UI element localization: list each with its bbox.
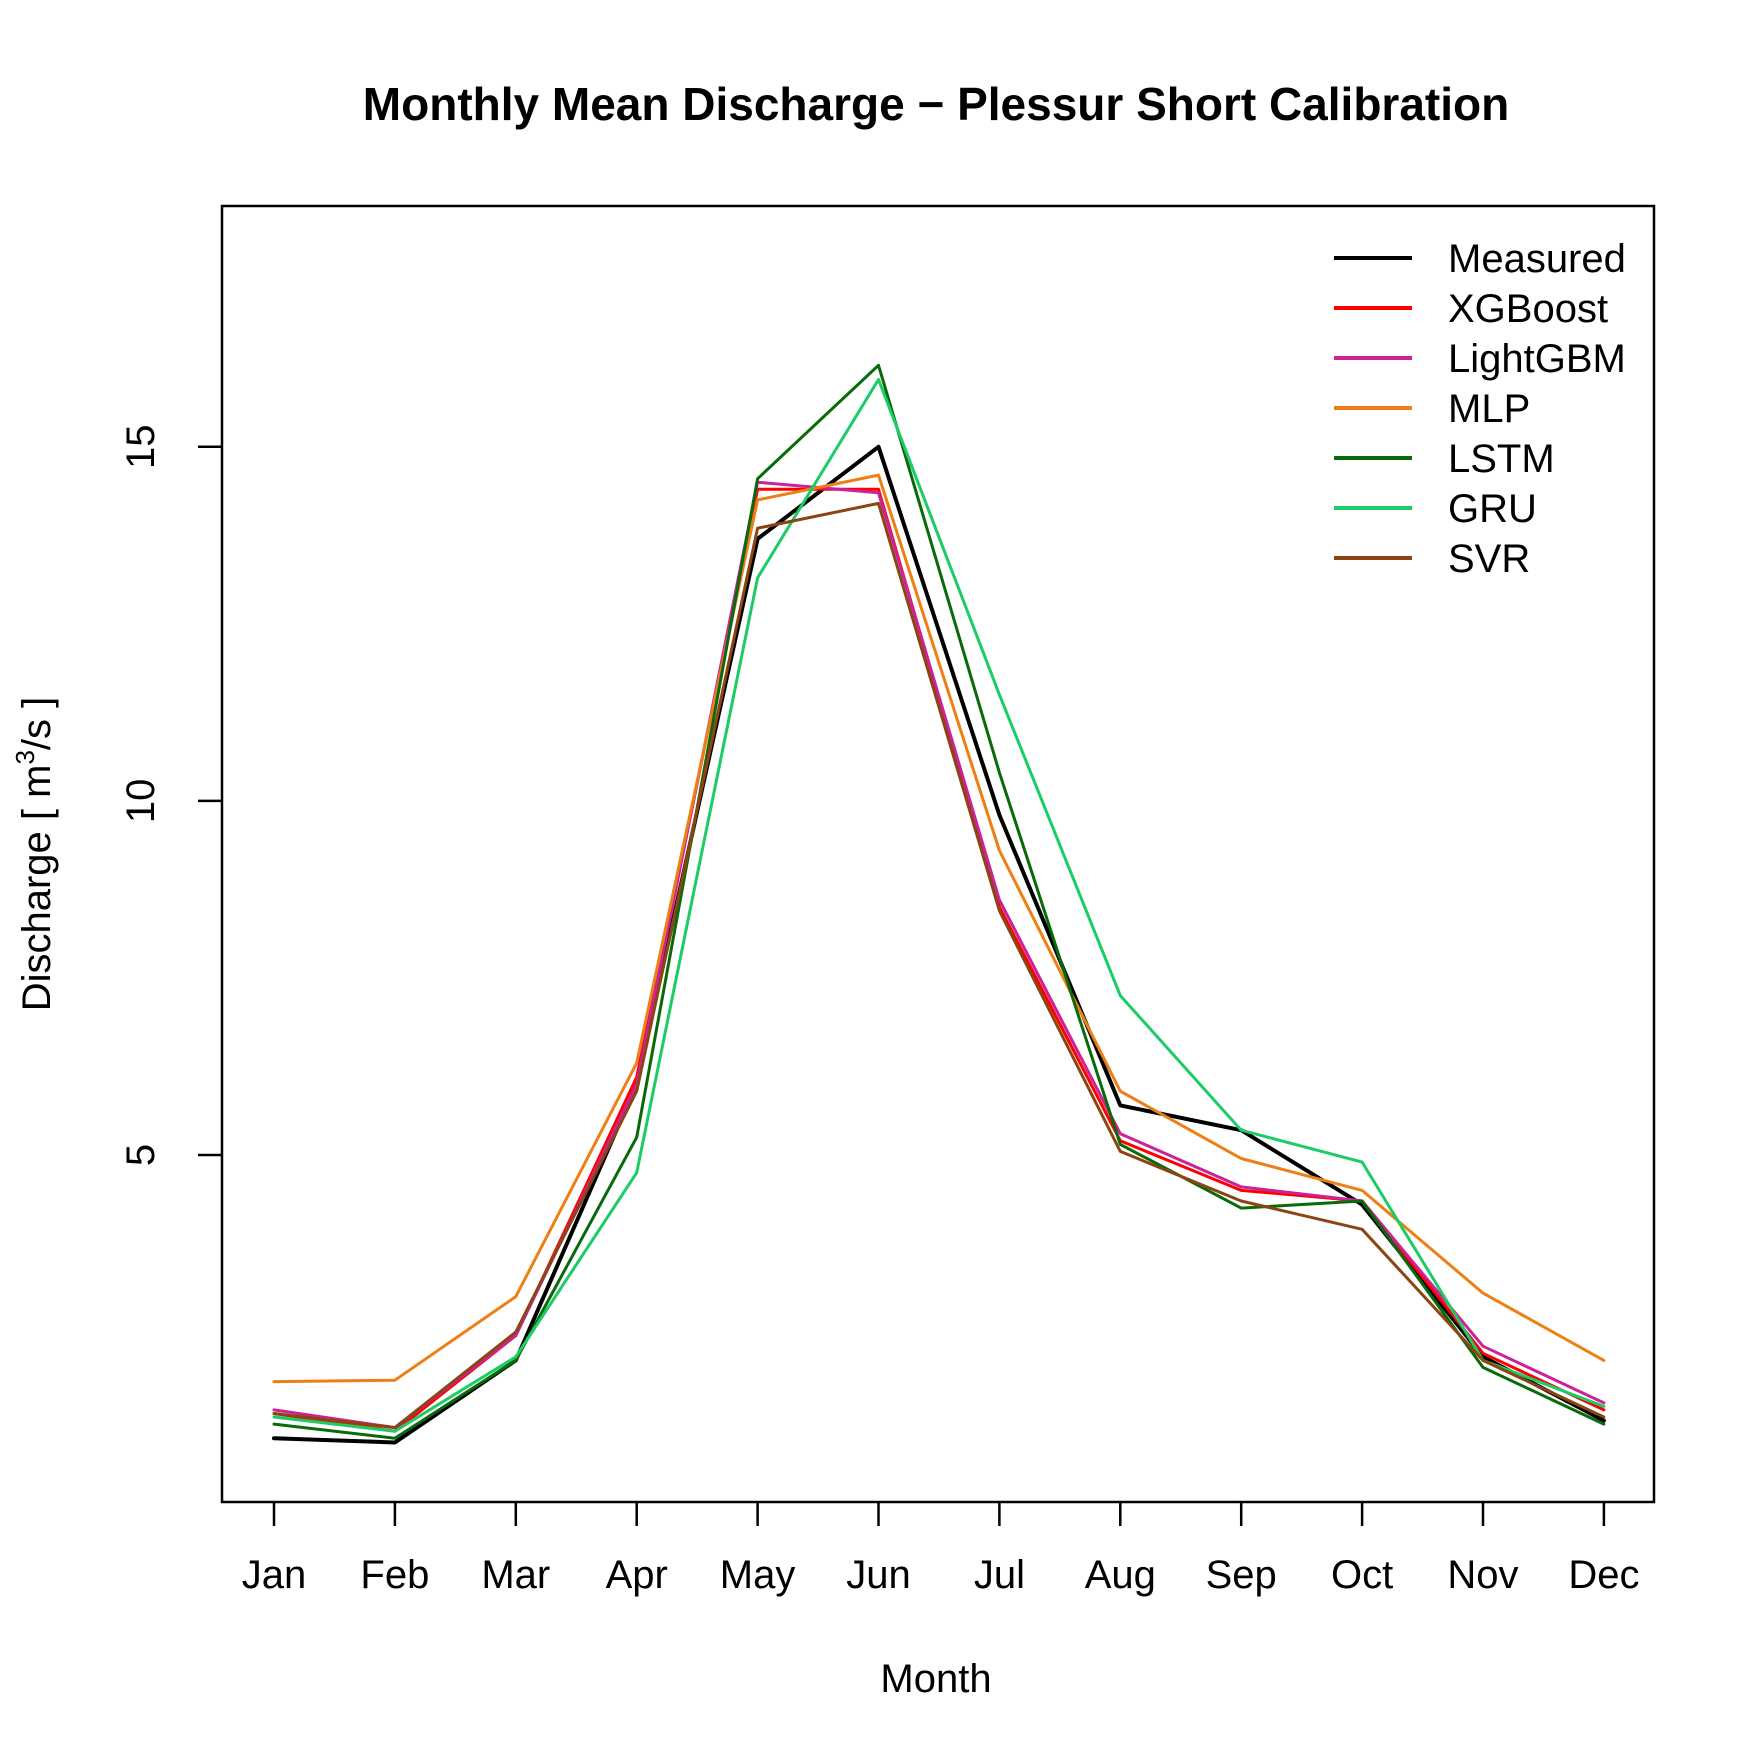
y-axis-label-sup: 3 bbox=[10, 750, 40, 764]
plot-lines bbox=[272, 363, 1606, 1445]
legend-label-lstm: LSTM bbox=[1448, 437, 1555, 481]
x-axis: Jan Feb Mar Apr May Jun Jul Aug Sep Oct Nov Dec bbox=[242, 1502, 1639, 1597]
x-tick-label: Dec bbox=[1568, 1553, 1639, 1597]
x-tick-label: Jan bbox=[242, 1553, 307, 1597]
legend-label-measured: Measured bbox=[1448, 237, 1626, 281]
legend: Measured XGBoost LightGBM MLP LSTM GRU SVR bbox=[1334, 237, 1626, 581]
x-tick-label: Nov bbox=[1447, 1553, 1518, 1597]
x-tick-label: Apr bbox=[606, 1553, 668, 1597]
x-tick-label: Aug bbox=[1085, 1553, 1156, 1597]
series-line-svr bbox=[272, 501, 1606, 1430]
y-tick-label: 10 bbox=[119, 779, 163, 824]
legend-label-lightgbm: LightGBM bbox=[1448, 337, 1626, 381]
series-line-lstm bbox=[272, 363, 1606, 1440]
x-tick-label: Feb bbox=[360, 1553, 429, 1597]
plot-frame bbox=[220, 204, 1656, 1504]
x-tick-label: Oct bbox=[1331, 1553, 1393, 1597]
y-axis-label: Discharge [ m3/s ] bbox=[10, 697, 59, 1012]
y-axis-label-prefix: Discharge [ m bbox=[15, 765, 59, 1012]
legend-label-mlp: MLP bbox=[1448, 387, 1530, 431]
legend-label-xgboost: XGBoost bbox=[1448, 287, 1608, 331]
x-tick-label: May bbox=[720, 1553, 796, 1597]
series-line-mlp bbox=[272, 473, 1606, 1384]
legend-label-svr: SVR bbox=[1448, 537, 1530, 581]
chart-title: Monthly Mean Discharge − Plessur Short C… bbox=[363, 78, 1509, 130]
x-tick-label: Sep bbox=[1206, 1553, 1277, 1597]
x-tick-label: Jun bbox=[846, 1553, 911, 1597]
x-tick-label: Jul bbox=[974, 1553, 1025, 1597]
y-axis: 5 10 15 bbox=[119, 425, 222, 1166]
y-tick-label: 5 bbox=[119, 1144, 163, 1166]
x-tick-label: Mar bbox=[481, 1553, 550, 1597]
y-axis-label-suffix: /s ] bbox=[15, 697, 59, 750]
x-axis-label: Month bbox=[880, 1657, 991, 1701]
series-line-lightgbm bbox=[272, 480, 1606, 1430]
series-line-gru bbox=[272, 378, 1606, 1433]
y-tick-label: 15 bbox=[119, 425, 163, 470]
legend-label-gru: GRU bbox=[1448, 487, 1537, 531]
series-line-measured bbox=[272, 444, 1606, 1445]
